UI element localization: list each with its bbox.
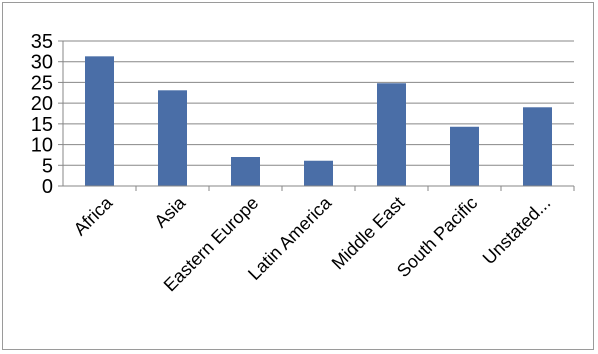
x-category-label: Asia [150, 192, 190, 232]
bar-asia [158, 90, 187, 186]
bar-eastern-europe [231, 157, 260, 186]
bars [85, 56, 552, 187]
y-tick-label: 35 [31, 31, 53, 53]
bar-south-pacific [450, 126, 479, 186]
bar-middle-east [377, 83, 406, 186]
y-tick-label: 5 [42, 155, 53, 177]
bar-unstated [523, 107, 552, 186]
y-tick-label: 0 [42, 176, 53, 198]
x-category-label: Middle East [328, 193, 409, 274]
y-tick-label: 20 [31, 93, 53, 115]
gridlines [58, 40, 574, 187]
x-category-label: Africa [70, 192, 117, 239]
axes [62, 41, 575, 191]
bar-latin-america [304, 160, 333, 186]
y-tick-label: 25 [31, 72, 53, 94]
y-tick-label: 10 [31, 135, 53, 157]
y-tick-label: 15 [31, 114, 53, 136]
x-category-label: Unstated... [479, 193, 555, 269]
bar-africa [85, 56, 114, 187]
y-tick-label: 30 [31, 52, 53, 74]
